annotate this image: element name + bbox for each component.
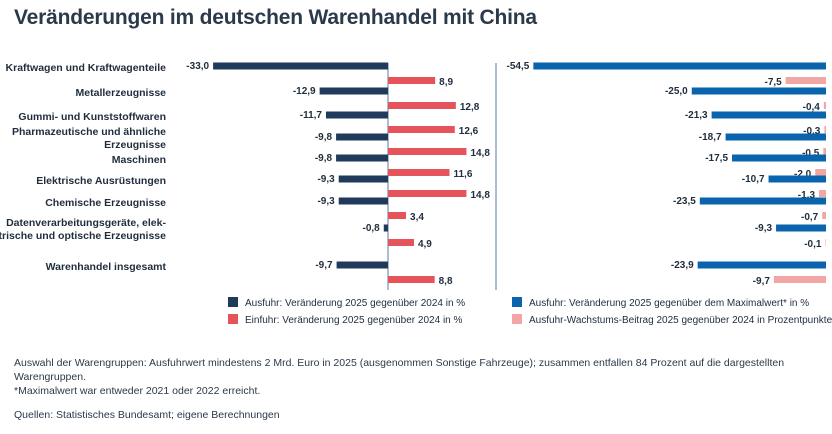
legend-ausfuhr-max-label: Ausfuhr: Veränderung 2025 gegenüber dem … — [529, 298, 809, 309]
ausfuhr-vs-max-bar — [776, 224, 826, 232]
beitrag-value-label: -0,3 — [803, 126, 821, 137]
ausfuhr-vs-max-value-label: -54,5 — [507, 61, 530, 72]
beitrag-value-label: -0,4 — [803, 102, 821, 113]
einfuhr-value-label: 4,9 — [418, 239, 432, 250]
einfuhr-bar — [388, 126, 455, 133]
chart-title: Veränderungen im deutschen Warenhandel m… — [14, 6, 537, 29]
ausfuhr-value-label: -9,3 — [317, 174, 335, 185]
beitrag-bar — [824, 126, 826, 133]
beitrag-bar — [815, 169, 826, 176]
ausfuhr-vs-max-value-label: -25,0 — [665, 86, 688, 97]
legend-einfuhr-label: Einfuhr: Veränderung 2025 gegenüber 2024… — [245, 315, 463, 326]
einfuhr-value-label: 12,6 — [459, 126, 479, 137]
beitrag-value-label: -2,0 — [794, 169, 812, 180]
ausfuhr-vs-max-bar — [533, 62, 826, 70]
ausfuhr-value-label: -11,7 — [300, 110, 323, 121]
legend-beitrag-swatch — [512, 314, 522, 324]
beitrag-bar — [823, 148, 826, 155]
ausfuhr-bar — [213, 62, 388, 70]
maximum-footnote: *Maximalwert war entweder 2021 oder 2022… — [14, 385, 261, 397]
ausfuhr-bar — [336, 261, 388, 269]
ausfuhr-bar — [338, 175, 388, 183]
source-note: Quellen: Statistisches Bundesamt; eigene… — [14, 409, 280, 421]
category-label: Elektrische Ausrüstungen — [36, 175, 166, 187]
legend-beitrag-label: Ausfuhr-Wachstums-Beitrag 2025 gegenüber… — [529, 315, 832, 326]
category-label: Maschinen — [112, 154, 166, 166]
beitrag-bar — [773, 276, 826, 283]
beitrag-bar — [785, 77, 826, 84]
einfuhr-bar — [388, 102, 456, 109]
einfuhr-value-label: 11,6 — [453, 169, 472, 180]
einfuhr-bar — [388, 148, 467, 155]
ausfuhr-vs-max-bar — [768, 175, 826, 183]
legend-einfuhr-swatch — [228, 314, 238, 324]
beitrag-value-label: -0,5 — [802, 148, 820, 159]
ausfuhr-bar — [336, 133, 388, 141]
ausfuhr-vs-max-value-label: -23,9 — [671, 260, 694, 271]
ausfuhr-vs-max-value-label: -9,3 — [755, 223, 773, 234]
ausfuhr-value-label: -9,3 — [317, 196, 335, 207]
ausfuhr-bar — [319, 87, 388, 95]
beitrag-value-label: -1,3 — [798, 190, 816, 201]
beitrag-bar — [822, 212, 826, 219]
ausfuhr-vs-max-bar — [732, 154, 826, 162]
ausfuhr-value-label: -33,0 — [186, 61, 209, 72]
ausfuhr-value-label: -0,8 — [363, 223, 381, 234]
legend-ausfuhr-label: Ausfuhr: Veränderung 2025 gegenüber 2024… — [245, 298, 465, 309]
einfuhr-value-label: 8,8 — [439, 276, 453, 287]
einfuhr-bar — [388, 212, 407, 219]
legend-ausfuhr-swatch — [228, 297, 238, 307]
ausfuhr-value-label: -9,8 — [315, 153, 333, 164]
ausfuhr-bar — [336, 154, 388, 162]
ausfuhr-bar — [325, 111, 388, 119]
ausfuhr-vs-max-value-label: -21,3 — [685, 110, 708, 121]
category-label: Gummi- und Kunststoffwaren — [18, 111, 166, 123]
chart-notes: Auswahl der Warengruppen: Ausfuhrwert mi… — [14, 356, 814, 422]
ausfuhr-vs-max-value-label: -23,5 — [673, 196, 696, 207]
einfuhr-bar — [388, 169, 450, 176]
beitrag-value-label: -0,1 — [804, 239, 822, 250]
ausfuhr-vs-max-value-label: -10,7 — [742, 174, 765, 185]
ausfuhr-vs-max-bar — [691, 87, 826, 95]
category-label: Metallerzeugnisse — [76, 87, 167, 99]
einfuhr-value-label: 14,8 — [470, 148, 490, 159]
einfuhr-value-label: 3,4 — [410, 212, 424, 223]
selection-note: Auswahl der Warengruppen: Ausfuhrwert mi… — [14, 357, 785, 383]
legend-ausfuhr-max-swatch — [512, 297, 522, 307]
ausfuhr-vs-max-bar — [725, 133, 826, 141]
category-label: Warenhandel insgesamt — [46, 261, 167, 273]
einfuhr-value-label: 12,8 — [460, 102, 480, 113]
einfuhr-value-label: 8,9 — [439, 77, 453, 88]
beitrag-bar — [825, 239, 826, 246]
beitrag-value-label: -7,5 — [764, 77, 782, 88]
beitrag-bar — [819, 190, 826, 197]
ausfuhr-vs-max-bar — [697, 261, 826, 269]
ausfuhr-bar — [338, 197, 388, 205]
beitrag-value-label: -0,7 — [801, 212, 819, 223]
ausfuhr-value-label: -9,8 — [315, 132, 333, 143]
category-label: Chemische Erzeugnisse — [45, 197, 166, 209]
beitrag-value-label: -9,7 — [753, 276, 771, 287]
einfuhr-bar — [388, 239, 414, 246]
einfuhr-bar — [388, 77, 436, 84]
einfuhr-value-label: 14,8 — [470, 190, 490, 201]
category-label: Kraftwagen und Kraftwagenteile — [6, 62, 167, 74]
category-label: Datenverarbeitungsgeräte, elek-trische u… — [0, 217, 166, 242]
beitrag-bar — [823, 102, 826, 109]
einfuhr-bar — [388, 276, 435, 283]
ausfuhr-value-label: -9,7 — [315, 260, 333, 271]
ausfuhr-vs-max-value-label: -18,7 — [699, 132, 722, 143]
ausfuhr-bar — [383, 224, 388, 232]
category-label: Pharmazeutische und ähnliche Erzeugnisse — [12, 126, 166, 151]
einfuhr-bar — [388, 190, 467, 197]
chart-area: Kraftwagen und Kraftwagenteile -33,0 8,9 -5… — [0, 61, 832, 326]
ausfuhr-vs-max-bar — [699, 197, 826, 205]
ausfuhr-value-label: -12,9 — [293, 86, 316, 97]
ausfuhr-vs-max-value-label: -17,5 — [705, 153, 728, 164]
ausfuhr-vs-max-bar — [711, 111, 826, 119]
